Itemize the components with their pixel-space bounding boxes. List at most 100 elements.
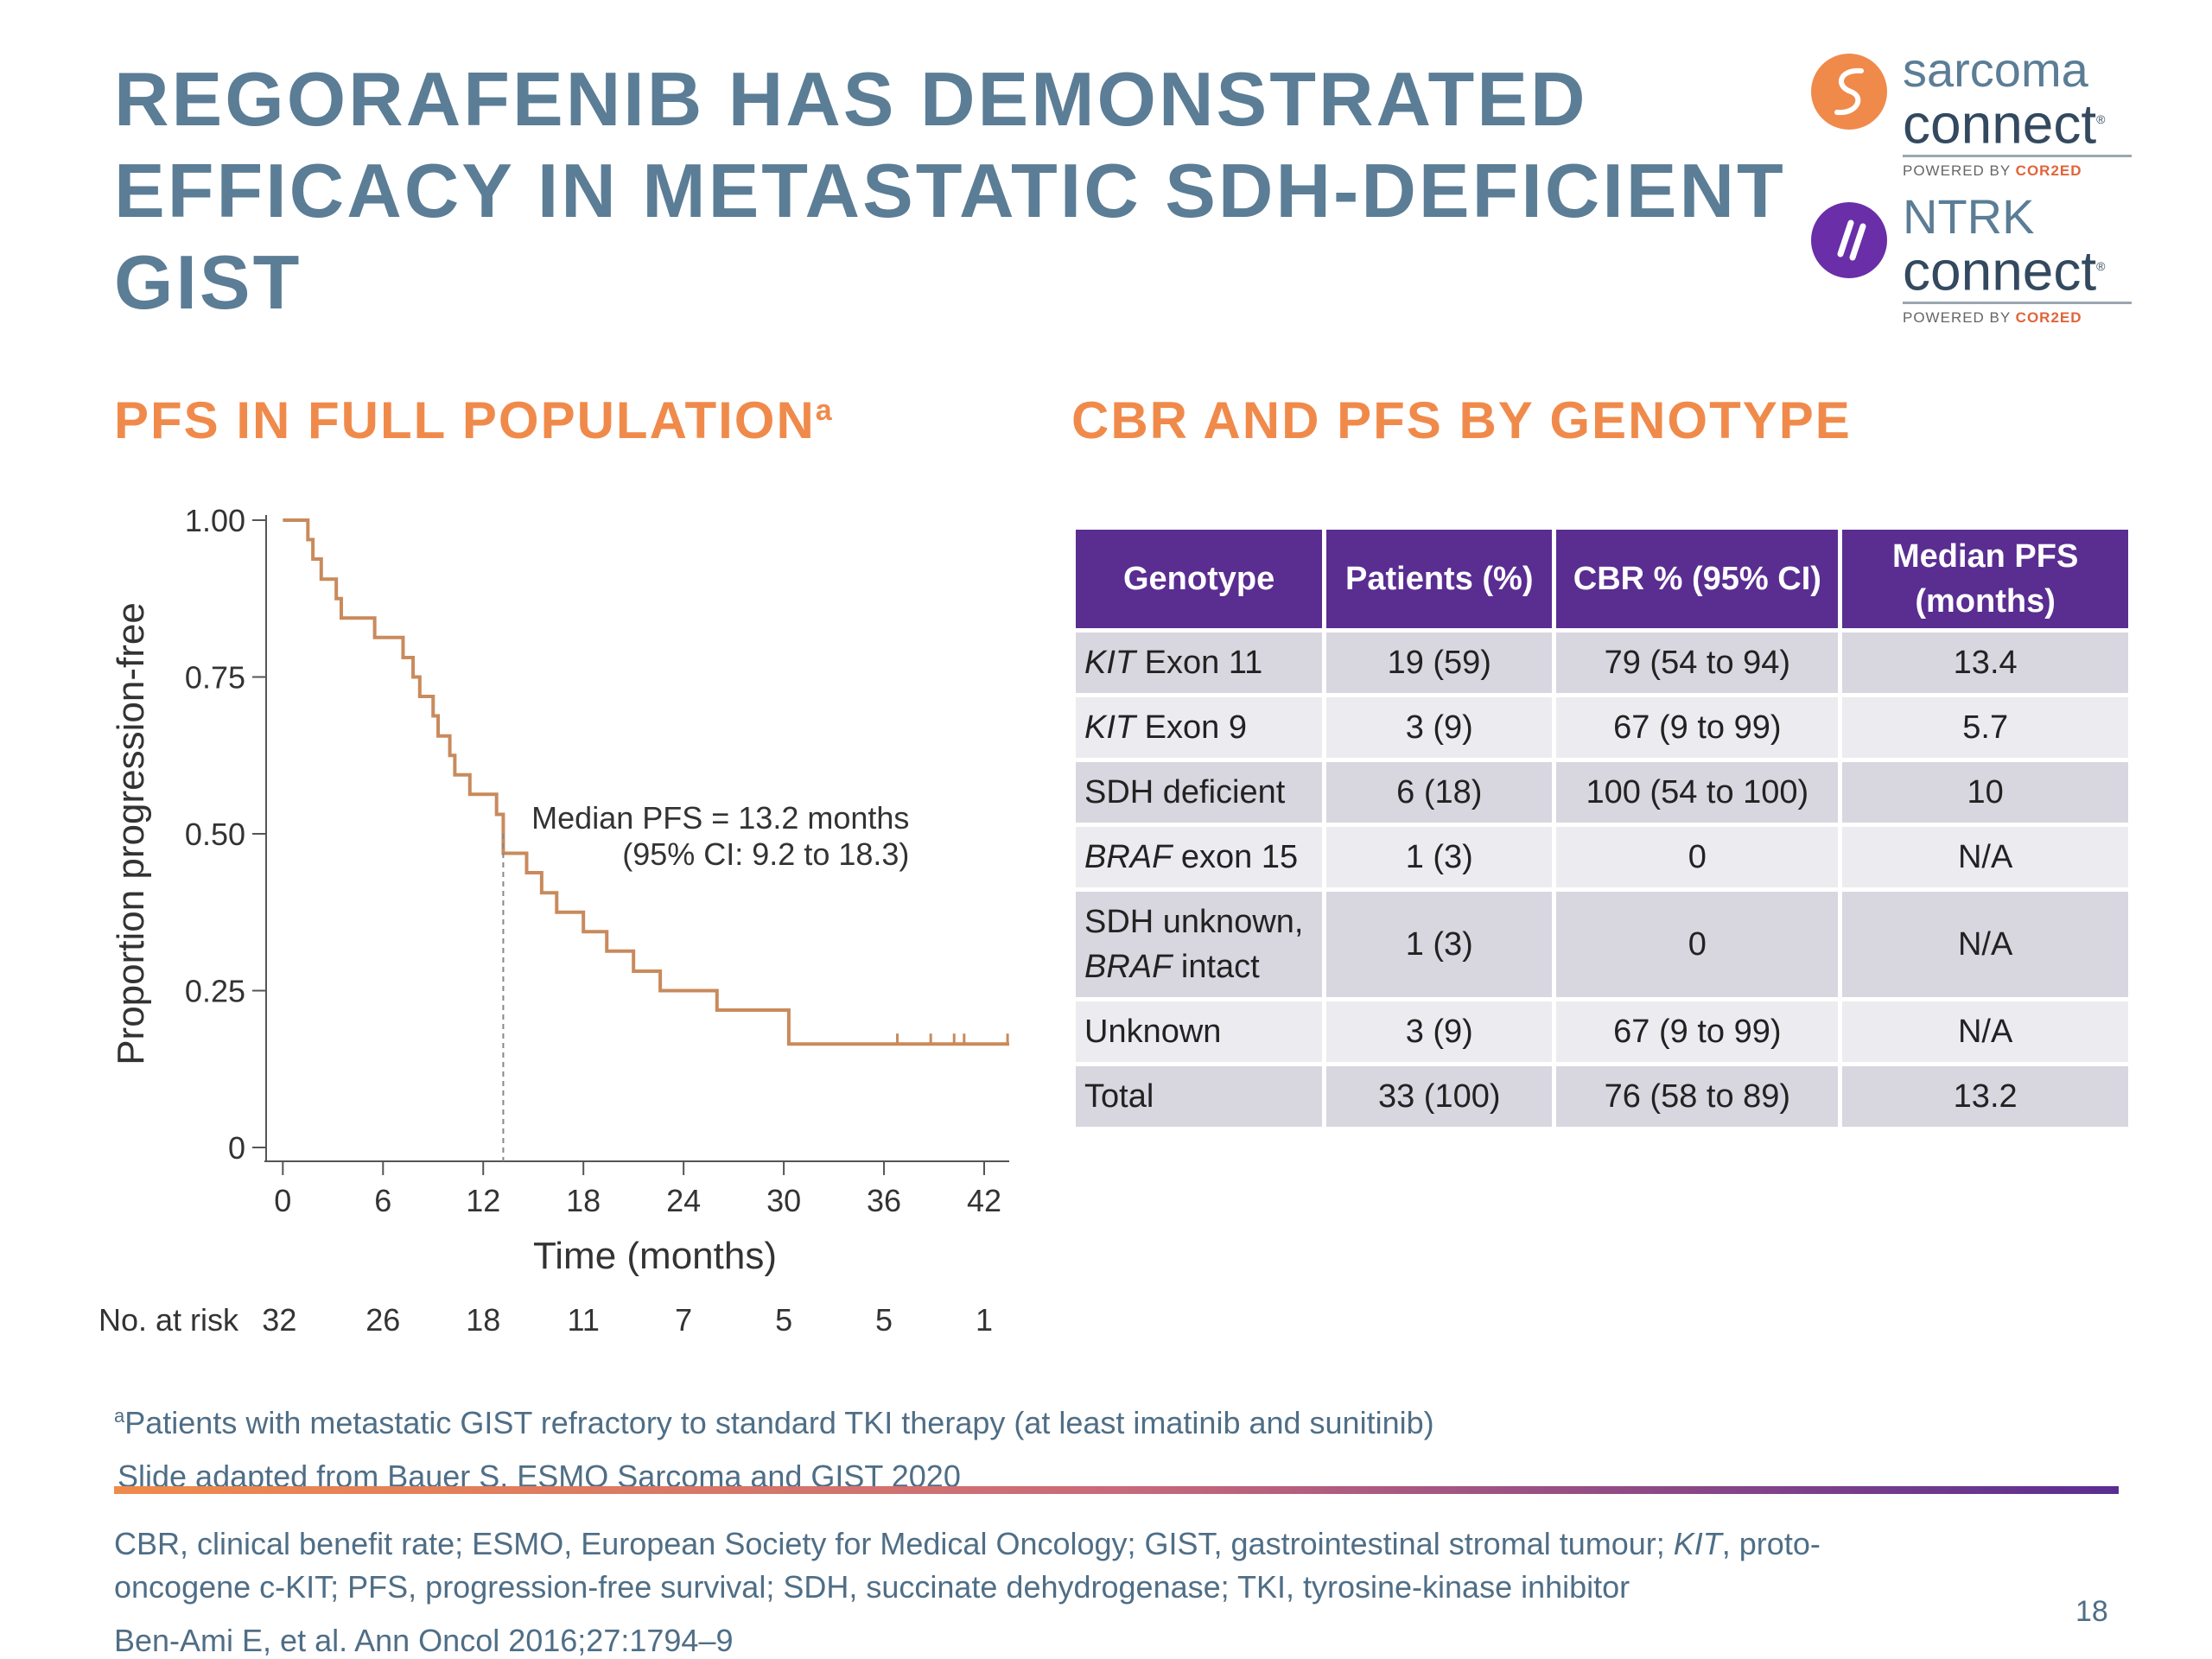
- ntrk-logo-icon: [1811, 202, 1887, 278]
- km-curve-group: [283, 518, 1009, 1046]
- left-heading-text: PFS IN FULL POPULATION: [114, 391, 816, 449]
- footnote-text: Patients with metastatic GIST refractory…: [124, 1405, 1434, 1440]
- sarcoma-logo-line2: connect: [1903, 92, 2097, 156]
- sarcoma-logo-icon: [1811, 54, 1887, 130]
- header-genotype: Genotype: [1076, 530, 1323, 628]
- abbrev-part-b: KIT: [1673, 1526, 1722, 1561]
- header-median-pfs: Median PFS (months): [1842, 530, 2128, 628]
- header-patients: Patients (%): [1326, 530, 1553, 628]
- sarcoma-powered-by: POWERED BY: [1903, 162, 2011, 180]
- genotype-rest: Exon 11: [1135, 644, 1263, 681]
- risk-value: 5: [875, 1302, 893, 1338]
- gradient-divider: [114, 1486, 2119, 1494]
- genotype-cell: SDH unknown, BRAF intact: [1076, 892, 1323, 997]
- table-row: KIT Exon 11 19 (59) 79 (54 to 94) 13.4: [1076, 632, 2128, 693]
- y-tick-label: 0.50: [185, 817, 245, 852]
- km-axes: [264, 515, 1009, 1162]
- patients-cell: 6 (18): [1326, 762, 1553, 823]
- sarcoma-logo-line1: sarcoma: [1903, 42, 2088, 97]
- slide-title: REGORAFENIB HAS DEMONSTRATED EFFICACY IN…: [114, 54, 1786, 328]
- genotype-cell: Unknown: [1076, 1001, 1323, 1062]
- table-row: BRAF exon 15 1 (3) 0 N/A: [1076, 827, 2128, 887]
- left-heading-sup: a: [815, 394, 834, 427]
- right-section-heading: CBR AND PFS BY GENOTYPE: [1071, 391, 1852, 449]
- genotype-italic: KIT: [1084, 709, 1136, 746]
- sarcoma-logo-mark: ®: [2096, 112, 2106, 126]
- cbr-cell: 79 (54 to 94): [1556, 632, 1839, 693]
- genotype-italic: BRAF: [1084, 838, 1173, 875]
- table-row: KIT Exon 9 3 (9) 67 (9 to 99) 5.7: [1076, 697, 2128, 758]
- abbreviations-line-1: CBR, clinical benefit rate; ESMO, Europe…: [114, 1526, 1821, 1562]
- patients-cell: 1 (3): [1326, 892, 1553, 997]
- title-line-2: EFFICACY IN METASTATIC SDH-DEFICIENT: [114, 148, 1786, 233]
- median-annotation-line2: (95% CI: 9.2 to 18.3): [622, 836, 909, 872]
- patients-cell: 3 (9): [1326, 697, 1553, 758]
- pfs-cell: 5.7: [1842, 697, 2128, 758]
- ntrk-powered-brand: COR2ED: [2015, 309, 2082, 327]
- x-tick-label: 24: [666, 1183, 701, 1218]
- pfs-cell: N/A: [1842, 1001, 2128, 1062]
- genotype-cell: Total: [1076, 1066, 1323, 1127]
- pfs-cell: 13.4: [1842, 632, 2128, 693]
- risk-value: 26: [365, 1302, 400, 1338]
- risk-table-label: No. at risk: [99, 1302, 239, 1338]
- genotype-cell: SDH deficient: [1076, 762, 1323, 823]
- x-tick-label: 0: [274, 1183, 291, 1218]
- patients-cell: 3 (9): [1326, 1001, 1553, 1062]
- cbr-cell: 100 (54 to 100): [1556, 762, 1839, 823]
- y-tick-label: 0: [228, 1130, 245, 1166]
- table-row: Unknown 3 (9) 67 (9 to 99) N/A: [1076, 1001, 2128, 1062]
- ntrk-powered-by: POWERED BY: [1903, 309, 2011, 327]
- risk-value: 11: [568, 1302, 600, 1338]
- x-tick-label: 18: [566, 1183, 601, 1218]
- genotype-rest: Exon 9: [1135, 709, 1247, 746]
- patients-cell: 1 (3): [1326, 827, 1553, 887]
- footnote-sup: a: [114, 1405, 125, 1427]
- left-section-heading: PFS IN FULL POPULATIONa: [114, 391, 834, 450]
- ntrk-logo-line2: connect: [1903, 239, 2097, 302]
- genotype-cell: BRAF exon 15: [1076, 827, 1323, 887]
- risk-value: 18: [466, 1302, 500, 1338]
- sarcoma-powered-brand: COR2ED: [2015, 162, 2082, 180]
- ntrk-logo-line1: NTRK: [1903, 189, 2035, 244]
- pfs-cell: N/A: [1842, 892, 2128, 997]
- x-tick-label: 6: [374, 1183, 391, 1218]
- pfs-cell: N/A: [1842, 827, 2128, 887]
- km-censor-group: [896, 1033, 1009, 1045]
- page-number: 18: [2075, 1595, 2108, 1628]
- km-chart: 0 0.25 0.50 0.75 1.00 0 6 12 18 24 30 36 42 Proport…: [99, 503, 1009, 1338]
- km-x-ticks: 0 6 12 18 24 30 36 42: [274, 1161, 1001, 1218]
- header-cbr: CBR % (95% CI): [1556, 530, 1839, 628]
- pfs-cell: 10: [1842, 762, 2128, 823]
- genotype-italic: KIT: [1084, 644, 1136, 681]
- genotype-rest: exon 15: [1172, 838, 1299, 875]
- title-line-1: REGORAFENIB HAS DEMONSTRATED: [114, 56, 1588, 142]
- x-tick-label: 36: [867, 1183, 901, 1218]
- abbrev-part-a: CBR, clinical benefit rate; ESMO, Europe…: [114, 1526, 1674, 1561]
- km-y-ticks: 0 0.25 0.50 0.75 1.00: [185, 503, 266, 1166]
- cbr-cell: 76 (58 to 89): [1556, 1066, 1839, 1127]
- median-annotation-line1: Median PFS = 13.2 months: [531, 800, 909, 836]
- genotype-cell: KIT Exon 11: [1076, 632, 1323, 693]
- risk-value: 1: [976, 1302, 993, 1338]
- genotype-italic: BRAF: [1084, 949, 1173, 985]
- patients-cell: 33 (100): [1326, 1066, 1553, 1127]
- cbr-cell: 0: [1556, 892, 1839, 997]
- x-axis-label: Time (months): [533, 1235, 777, 1277]
- genotype-rest: Total: [1084, 1077, 1154, 1115]
- footnote-a: aPatients with metastatic GIST refractor…: [114, 1405, 1434, 1441]
- patients-cell: 19 (59): [1326, 632, 1553, 693]
- y-axis-label: Proportion progression-free: [110, 602, 152, 1065]
- table-row: SDH deficient 6 (18) 100 (54 to 100) 10: [1076, 762, 2128, 823]
- cbr-cell: 67 (9 to 99): [1556, 697, 1839, 758]
- risk-values-group: 32 26 18 11 7 5 5 1: [262, 1302, 993, 1338]
- abbrev-part-c: , proto-: [1721, 1526, 1821, 1561]
- reference: Ben-Ami E, et al. Ann Oncol 2016;27:1794…: [114, 1623, 734, 1658]
- risk-value: 32: [262, 1302, 296, 1338]
- genotype-line1: SDH unknown,: [1084, 904, 1304, 940]
- y-tick-label: 0.25: [185, 974, 245, 1009]
- risk-value: 5: [775, 1302, 792, 1338]
- genotype-cell: KIT Exon 9: [1076, 697, 1323, 758]
- genotype-table: Genotype Patients (%) CBR % (95% CI) Med…: [1071, 525, 2133, 1131]
- x-tick-label: 42: [967, 1183, 1001, 1218]
